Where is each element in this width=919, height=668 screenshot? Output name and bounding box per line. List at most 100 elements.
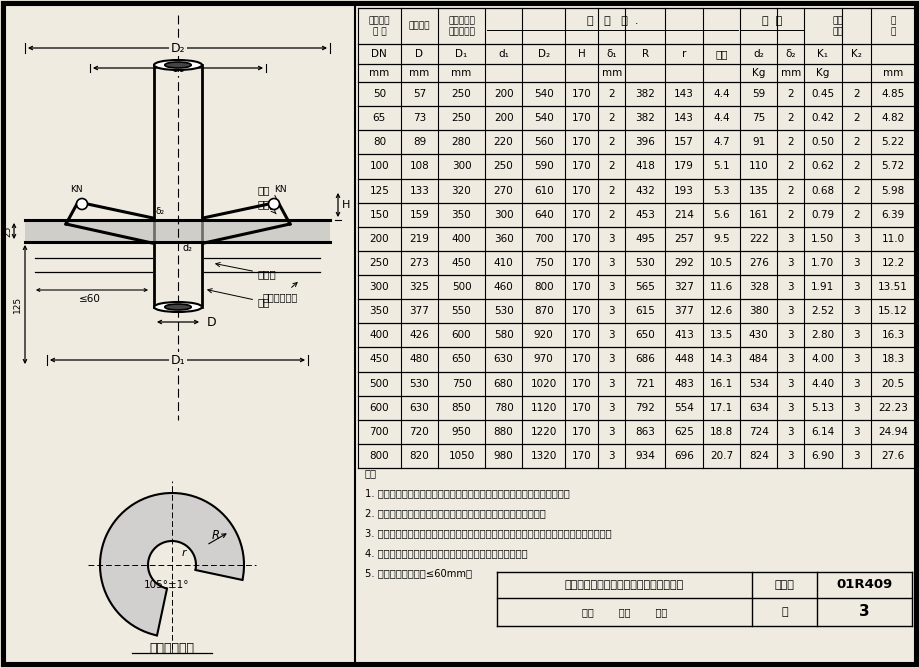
Text: 2: 2 — [787, 162, 793, 172]
Text: 170: 170 — [572, 427, 591, 437]
Text: 3: 3 — [852, 330, 858, 340]
Text: d₁: d₁ — [497, 49, 508, 59]
Text: 105°±1°: 105°±1° — [144, 580, 189, 590]
Text: 2: 2 — [787, 210, 793, 220]
Text: 11.0: 11.0 — [880, 234, 903, 244]
Text: D: D — [415, 49, 423, 59]
Text: 110: 110 — [748, 162, 767, 172]
Text: 125: 125 — [13, 296, 22, 313]
Text: 9.5: 9.5 — [712, 234, 729, 244]
Text: 0.42: 0.42 — [811, 113, 834, 123]
Text: 920: 920 — [533, 330, 553, 340]
Text: 170: 170 — [572, 355, 591, 365]
Text: 273: 273 — [409, 258, 429, 268]
Text: 125: 125 — [369, 186, 389, 196]
Text: 750: 750 — [533, 258, 553, 268]
Text: 625: 625 — [674, 427, 693, 437]
Text: 100: 100 — [369, 162, 389, 172]
Text: 270: 270 — [494, 186, 513, 196]
Text: 300: 300 — [369, 282, 389, 292]
Text: mm: mm — [409, 68, 429, 78]
Text: 863: 863 — [634, 427, 654, 437]
Text: 12.2: 12.2 — [880, 258, 903, 268]
Text: 2: 2 — [852, 113, 858, 123]
Text: 500: 500 — [369, 379, 389, 389]
Text: 970: 970 — [533, 355, 553, 365]
Text: R: R — [641, 49, 648, 59]
Text: 980: 980 — [494, 451, 513, 461]
Text: 4.4: 4.4 — [712, 113, 729, 123]
Text: 25: 25 — [3, 225, 12, 236]
Text: 495: 495 — [634, 234, 654, 244]
Text: 3: 3 — [787, 234, 793, 244]
Text: 管道外径: 管道外径 — [408, 21, 430, 31]
Text: 11.6: 11.6 — [709, 282, 732, 292]
Text: 57: 57 — [413, 89, 425, 99]
Text: 4.82: 4.82 — [880, 113, 903, 123]
Text: 250: 250 — [494, 162, 513, 172]
Text: 13.5: 13.5 — [709, 330, 732, 340]
Text: 410: 410 — [494, 258, 513, 268]
Text: 540: 540 — [533, 113, 553, 123]
Text: 3: 3 — [852, 234, 858, 244]
Text: 3: 3 — [607, 451, 615, 461]
Text: 盖板或屋面板: 盖板或屋面板 — [263, 283, 298, 302]
Text: 管道公称
直 径: 管道公称 直 径 — [369, 16, 390, 36]
Text: δ₂: δ₂ — [785, 49, 795, 59]
Text: 292: 292 — [674, 258, 693, 268]
Text: 530: 530 — [635, 258, 654, 268]
Text: d₁: d₁ — [171, 61, 185, 75]
Text: 382: 382 — [634, 113, 654, 123]
Text: 3: 3 — [787, 282, 793, 292]
Text: 934: 934 — [634, 451, 654, 461]
Text: 170: 170 — [572, 113, 591, 123]
Text: 3: 3 — [607, 403, 615, 413]
Text: 170: 170 — [572, 330, 591, 340]
Text: 483: 483 — [674, 379, 693, 389]
Text: 3: 3 — [607, 379, 615, 389]
Text: 3: 3 — [607, 258, 615, 268]
Text: 360: 360 — [494, 234, 513, 244]
Text: 16.1: 16.1 — [709, 379, 732, 389]
Text: 4.85: 4.85 — [880, 89, 903, 99]
Text: 460: 460 — [494, 282, 513, 292]
Text: 锥形罩: 锥形罩 — [257, 199, 277, 214]
Text: 5.98: 5.98 — [880, 186, 903, 196]
Text: 377: 377 — [409, 306, 429, 316]
Text: 3: 3 — [852, 427, 858, 437]
Text: 377: 377 — [674, 306, 693, 316]
Polygon shape — [100, 493, 244, 635]
Text: 280: 280 — [451, 138, 471, 148]
Text: 4.4: 4.4 — [712, 89, 729, 99]
Text: DN: DN — [371, 49, 387, 59]
Text: 6.14: 6.14 — [811, 427, 834, 437]
Text: 222: 222 — [748, 234, 767, 244]
Text: 15.12: 15.12 — [877, 306, 907, 316]
Text: 300: 300 — [494, 210, 513, 220]
Text: 200: 200 — [494, 113, 513, 123]
Text: 135: 135 — [748, 186, 767, 196]
Text: 4.00: 4.00 — [811, 355, 834, 365]
Text: 75: 75 — [751, 113, 765, 123]
Text: 418: 418 — [634, 162, 654, 172]
Text: 3: 3 — [787, 258, 793, 268]
Text: 3: 3 — [852, 403, 858, 413]
Text: 3: 3 — [852, 451, 858, 461]
Text: 图集号: 图集号 — [774, 580, 793, 590]
Text: 2: 2 — [607, 162, 615, 172]
Text: 0.79: 0.79 — [811, 210, 834, 220]
Text: 2: 2 — [607, 113, 615, 123]
Text: 2: 2 — [787, 113, 793, 123]
Text: 3: 3 — [607, 355, 615, 365]
Text: 5. 管子穿洞处保温应≤60mm。: 5. 管子穿洞处保温应≤60mm。 — [365, 568, 471, 578]
Text: 3: 3 — [852, 282, 858, 292]
Text: 3: 3 — [787, 306, 793, 316]
Text: 0.68: 0.68 — [811, 186, 834, 196]
Text: mm: mm — [780, 68, 800, 78]
Text: 12.6: 12.6 — [709, 306, 732, 316]
Text: 3: 3 — [787, 451, 793, 461]
Text: 18.3: 18.3 — [880, 355, 903, 365]
Text: 327: 327 — [674, 282, 693, 292]
Text: 534: 534 — [748, 379, 767, 389]
Text: Kg: Kg — [751, 68, 765, 78]
